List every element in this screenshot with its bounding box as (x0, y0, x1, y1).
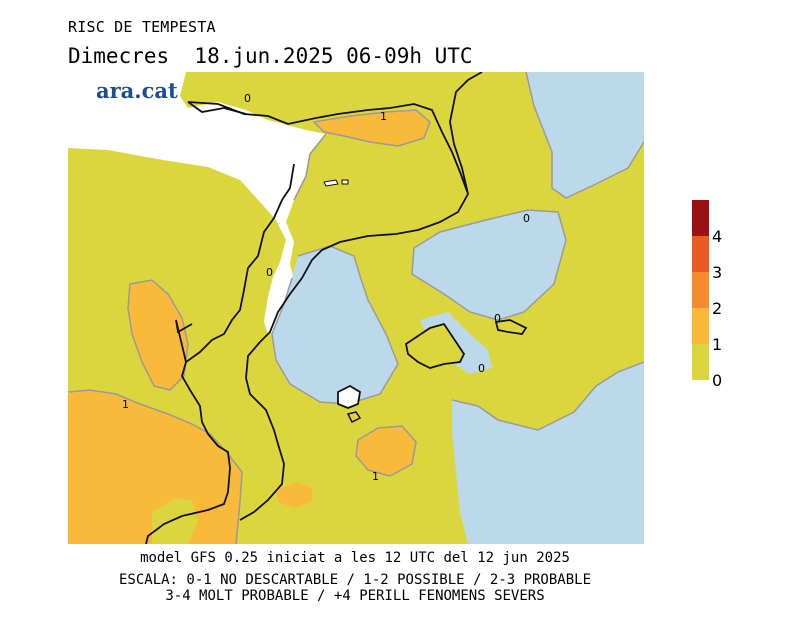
contour-label: 0 (266, 266, 273, 279)
scale-swatch-1-2 (692, 308, 709, 344)
risk-area-level1-north (314, 110, 430, 146)
coastline-france (187, 101, 469, 343)
isoline-sea-south (451, 361, 644, 431)
lake-small (323, 179, 339, 187)
risk-area-level1-southeast (356, 426, 416, 476)
scale-swatch-2-3 (692, 272, 709, 308)
scale-swatch-3-4 (692, 236, 709, 272)
legend-line-1: ESCALA: 0-1 NO DESCARTABLE / 1-2 POSSIBL… (118, 572, 591, 588)
map-title: RISC DE TEMPESTA (68, 18, 216, 36)
contour-label: 0 (478, 362, 485, 375)
risk-area-level1-southwest (68, 390, 242, 544)
isoline-west (127, 279, 189, 391)
sea-area-central (412, 210, 566, 320)
border-pyrenees (145, 163, 295, 544)
contour-label: 1 (122, 398, 129, 411)
border-west-internal (175, 319, 193, 363)
island-minorca (494, 319, 528, 335)
isoline-white-area (293, 133, 327, 201)
scale-label-3: 3 (712, 263, 723, 282)
outside-domain-area (68, 72, 326, 334)
model-info: model GFS 0.25 iniciat a les 12 UTC del … (140, 550, 570, 566)
island-formentera (346, 411, 362, 424)
contour-label: 1 (372, 470, 379, 483)
coastline-east-france (449, 72, 483, 195)
island-ibiza (337, 384, 361, 409)
isoline-north-coast (525, 72, 644, 199)
isoline-southwest (68, 389, 243, 544)
sea-area-northeast (526, 72, 644, 198)
risk-area-level0-island (152, 498, 198, 544)
scale-swatch-0-1 (692, 344, 709, 380)
isoline-gulf (271, 245, 399, 405)
scale-label-4: 4 (712, 227, 723, 246)
ara-cat-logo: ara.cat (96, 78, 178, 103)
risk-area-level1-south (276, 482, 312, 508)
contour-label: 1 (380, 110, 387, 123)
sea-area-gulf (272, 246, 398, 404)
contour-label: 0 (244, 92, 251, 105)
scale-label-1: 1 (712, 335, 723, 354)
island-majorca (404, 322, 466, 369)
coastline-mainland (239, 341, 285, 521)
scale-swatch-4plus (692, 200, 709, 236)
legend-line-2: 3-4 MOLT PROBABLE / +4 PERILL FENOMENS S… (165, 588, 545, 604)
sea-area-south (452, 362, 644, 544)
isoline-sea-central (411, 209, 567, 321)
sea-area-north-corner (608, 72, 644, 102)
contour-label: 0 (494, 312, 501, 325)
color-scale (692, 200, 709, 380)
map-subtitle: Dimecres 18.jun.2025 06-09h UTC (68, 44, 473, 68)
coastline-north (187, 101, 247, 115)
lake-small-2 (341, 179, 349, 185)
isoline-southeast (355, 425, 417, 477)
isoline-north (312, 109, 431, 147)
scale-label-0: 0 (712, 371, 723, 390)
contour-label: 0 (523, 212, 530, 225)
scale-label-2: 2 (712, 299, 723, 318)
storm-risk-map: 0 1 0 0 0 0 1 1 ara.cat (68, 72, 644, 544)
